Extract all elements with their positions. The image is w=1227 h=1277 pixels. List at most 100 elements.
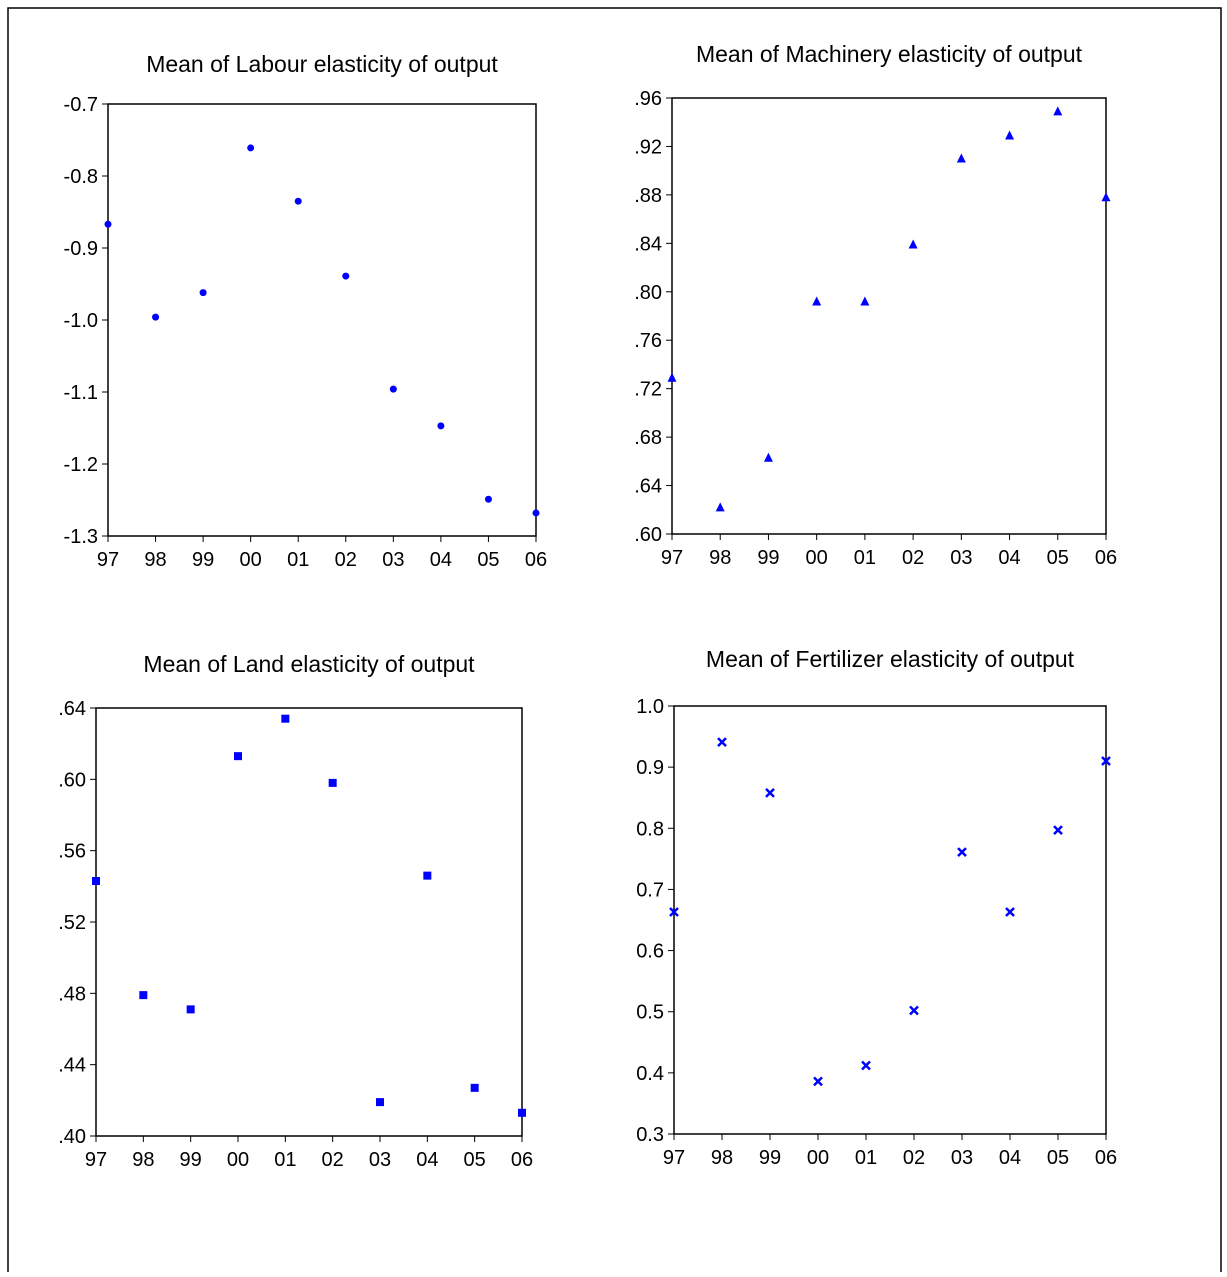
x-tick-label: 06 (525, 549, 547, 571)
chart-title: Mean of Fertilizer elasticity of output (706, 646, 1075, 672)
y-tick-label: .48 (58, 983, 86, 1005)
point (909, 1005, 919, 1016)
x-tick-label: 99 (757, 547, 779, 569)
point (281, 714, 290, 723)
x-tick-label: 98 (144, 549, 166, 571)
x-tick-label: 97 (97, 549, 119, 571)
chart-title: Mean of Labour elasticity of output (146, 51, 498, 77)
point (908, 239, 918, 249)
plot-area (671, 97, 1107, 535)
point (812, 296, 822, 306)
x-tick-label: 99 (180, 1149, 202, 1171)
point (717, 737, 727, 747)
point (667, 372, 677, 382)
frame (7, 7, 1222, 1277)
x-tick-label: 99 (192, 549, 214, 571)
point (294, 197, 302, 205)
x-tick-label: 03 (950, 547, 972, 569)
plot-area (107, 103, 537, 537)
point (763, 452, 773, 462)
y-tick-label: 0.7 (636, 879, 664, 901)
y-tick-label: .88 (634, 185, 662, 207)
y-tick-label: .52 (58, 912, 86, 934)
point (956, 153, 966, 163)
y-tick-label: -1.3 (64, 526, 98, 548)
point (1053, 106, 1063, 116)
x-tick-label: 99 (759, 1147, 781, 1169)
x-tick-label: 01 (274, 1149, 296, 1171)
y-tick-label: -0.7 (64, 94, 98, 116)
plot-area (95, 707, 523, 1137)
point (484, 495, 492, 503)
point (1101, 192, 1111, 202)
y-tick-label: 1.0 (636, 696, 664, 718)
x-tick-label: 04 (430, 549, 452, 571)
x-tick-label: 03 (369, 1149, 391, 1171)
panel: Mean of Fertilizer elasticity of output 1… (636, 646, 1117, 1169)
point (861, 1060, 871, 1071)
point (518, 1108, 526, 1117)
y-tick-label: -1.0 (64, 310, 98, 332)
y-tick-label: -0.9 (64, 238, 98, 260)
y-tick-label: .72 (634, 379, 662, 401)
point (532, 509, 540, 517)
x-tick-label: 98 (132, 1149, 154, 1171)
y-tick-label: .56 (58, 841, 86, 863)
point (152, 313, 160, 321)
x-tick-label: 00 (807, 1147, 829, 1169)
point (376, 1098, 384, 1107)
x-tick-label: 03 (382, 549, 404, 571)
x-tick-label: 00 (240, 549, 262, 571)
y-tick-label: .96 (634, 88, 662, 110)
x-tick-label: 01 (855, 1147, 877, 1169)
x-tick-label: 00 (806, 547, 828, 569)
x-tick-label: 97 (663, 1147, 685, 1169)
x-tick-label: 05 (1047, 547, 1069, 569)
x-tick-label: 01 (854, 547, 876, 569)
point (423, 871, 432, 880)
y-tick-label: 0.3 (636, 1124, 664, 1146)
x-tick-label: 05 (1047, 1147, 1069, 1169)
point (139, 991, 148, 1000)
point (1005, 130, 1015, 140)
point (813, 1076, 823, 1087)
y-tick-label: 0.9 (636, 757, 664, 779)
x-tick-label: 04 (998, 547, 1020, 569)
x-tick-label: 98 (711, 1147, 733, 1169)
point (92, 876, 100, 885)
point (342, 272, 350, 280)
x-tick-label: 97 (85, 1149, 107, 1171)
point (199, 289, 207, 297)
x-tick-label: 05 (464, 1149, 486, 1171)
x-tick-label: 01 (287, 549, 309, 571)
y-tick-label: .84 (634, 233, 662, 255)
point (957, 847, 967, 858)
x-tick-label: 03 (951, 1147, 973, 1169)
y-tick-label: -0.8 (64, 166, 98, 188)
x-tick-label: 04 (999, 1147, 1021, 1169)
point (1005, 907, 1015, 917)
panel: Mean of Machinery elasticity of output .9… (634, 41, 1117, 569)
x-tick-label: 06 (1095, 547, 1117, 569)
chart-title: Mean of Land elasticity of output (143, 651, 475, 677)
y-tick-label: .68 (634, 427, 662, 449)
chart-title: Mean of Machinery elasticity of output (696, 41, 1083, 67)
x-tick-label: 06 (1095, 1147, 1117, 1169)
y-tick-label: 0.5 (636, 1002, 664, 1024)
y-tick-label: .60 (58, 769, 86, 791)
point (389, 385, 397, 393)
y-tick-label: -1.1 (64, 382, 98, 404)
point (328, 778, 337, 787)
y-tick-label: .92 (634, 136, 662, 158)
y-tick-label: .40 (58, 1126, 86, 1148)
y-tick-label: .44 (58, 1055, 86, 1077)
x-tick-label: 05 (477, 549, 499, 571)
point (1053, 825, 1063, 836)
x-tick-label: 00 (227, 1149, 249, 1171)
panel: Mean of Land elasticity of output .64 .60.… (58, 651, 533, 1171)
y-tick-label: .76 (634, 330, 662, 352)
x-tick-label: 02 (335, 549, 357, 571)
y-tick-label: .64 (58, 698, 86, 720)
